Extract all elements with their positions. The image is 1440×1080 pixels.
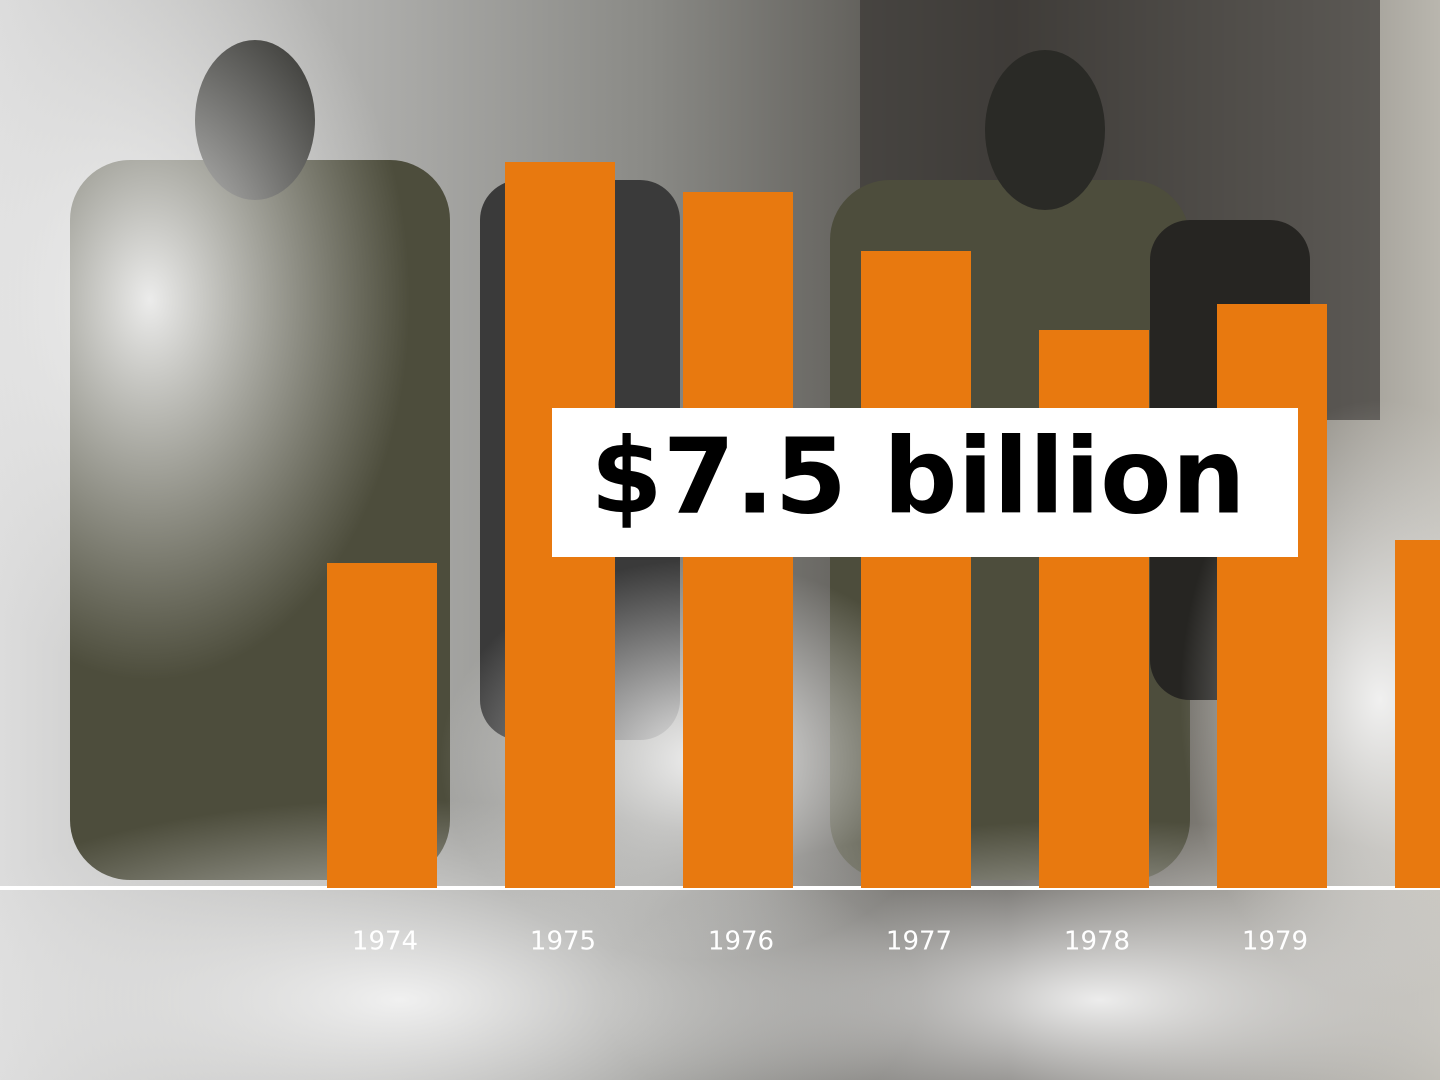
- x-tick-label: 1976: [708, 927, 774, 957]
- x-tick-label: 1974: [352, 927, 418, 957]
- x-tick-label: 1977: [886, 927, 952, 957]
- bar: [1395, 540, 1440, 888]
- x-tick-label: 1975: [530, 927, 596, 957]
- annotation-box: [552, 408, 1298, 557]
- x-tick-label: 1978: [1064, 927, 1130, 957]
- bar: [861, 251, 971, 888]
- bar: [1217, 304, 1327, 888]
- x-tick-label: 1979: [1242, 927, 1308, 957]
- bar: [327, 563, 437, 888]
- annotation: $7.5 billion: [590, 415, 1245, 537]
